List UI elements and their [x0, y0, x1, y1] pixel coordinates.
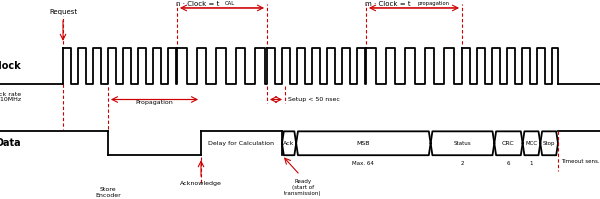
Text: CAL: CAL — [225, 1, 235, 6]
Text: Timeout sens.: Timeout sens. — [561, 159, 599, 164]
Text: propagation: propagation — [417, 1, 449, 6]
Text: Max. 64: Max. 64 — [352, 161, 374, 166]
Text: Ack: Ack — [283, 141, 295, 146]
Text: 2: 2 — [461, 161, 464, 166]
Text: MSB: MSB — [356, 141, 370, 146]
Text: Stop: Stop — [543, 141, 556, 146]
Text: 6: 6 — [507, 161, 510, 166]
Text: Clock: Clock — [0, 61, 21, 71]
Text: Status: Status — [454, 141, 471, 146]
Text: Ready
(start of
transmission): Ready (start of transmission) — [284, 179, 322, 196]
Text: m · Clock = t: m · Clock = t — [365, 1, 411, 7]
Text: n · Clock = t: n · Clock = t — [176, 1, 219, 7]
Text: Acknowledge: Acknowledge — [180, 181, 222, 186]
Text: Delay for Calculation: Delay for Calculation — [209, 141, 275, 146]
Text: CRC: CRC — [502, 141, 515, 146]
Text: Clock rate
... 10MHz: Clock rate ... 10MHz — [0, 92, 21, 102]
Text: Request: Request — [49, 9, 77, 15]
Text: 1: 1 — [530, 161, 533, 166]
Text: Store
Encoder: Store Encoder — [95, 187, 121, 198]
Text: Setup < 50 nsec: Setup < 50 nsec — [288, 97, 340, 102]
Text: MCC: MCC — [526, 141, 538, 146]
Text: Data: Data — [0, 138, 21, 148]
Text: Propagation: Propagation — [136, 100, 173, 105]
